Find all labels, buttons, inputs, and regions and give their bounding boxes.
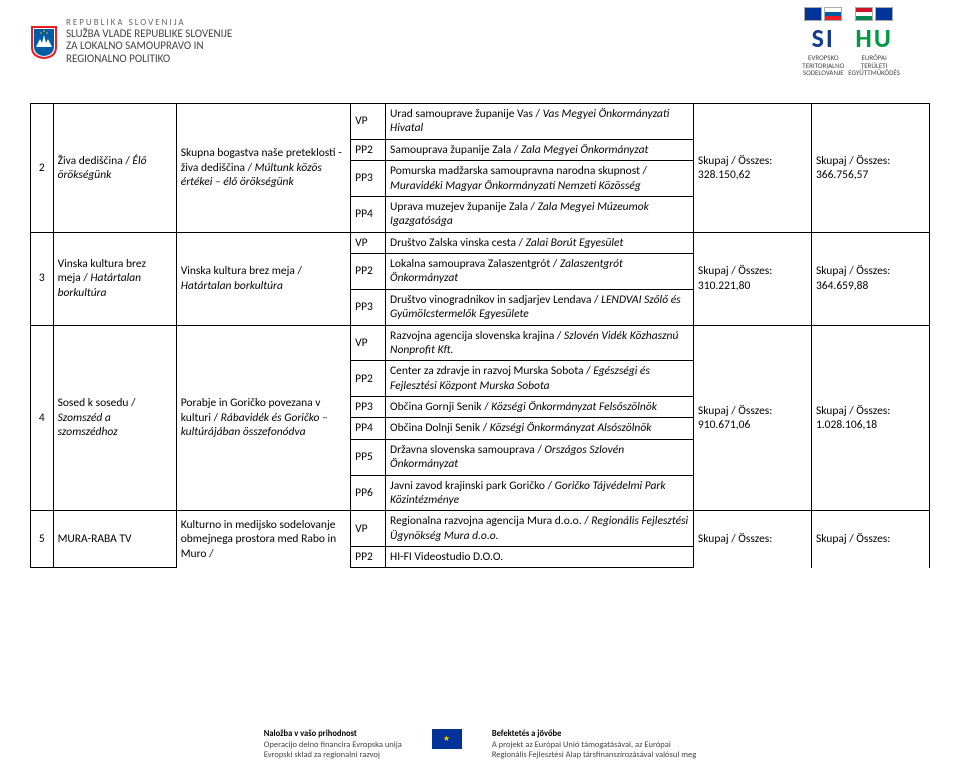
footer-right-l1: A projekt az Európai Unió támogatásával,… xyxy=(492,740,671,750)
sum-left: Skupaj / Összes: xyxy=(693,511,811,568)
footer-right-l2: Regionális Fejlesztési Alap társfinanszí… xyxy=(492,750,696,760)
header-agency-text: REPUBLIKA SLOVENIJA SLUŽBA VLADE REPUBLI… xyxy=(66,18,232,64)
project-description: Vinska kultura brez meja / Határtalan bo… xyxy=(176,232,350,325)
partner-name: Društvo vinogradnikov in sadjarjev Lenda… xyxy=(386,289,694,325)
row-number: 3 xyxy=(31,232,54,325)
partner-name: Občina Dolnji Senik / Községi Önkormányz… xyxy=(386,418,694,439)
project-name: Sosed k sosedu / Szomszéd a szomszédhoz xyxy=(53,325,176,511)
partner-code: PP4 xyxy=(351,418,386,439)
partner-code: VP xyxy=(351,232,386,253)
sum-right: Skupaj / Összes:364.659,88 xyxy=(811,232,929,325)
project-name: Živa dediščina / Élő örökségünk xyxy=(53,104,176,233)
eu-flag-icon xyxy=(804,7,822,21)
partner-name: Samouprava županije Zala / Zala Megyei Ö… xyxy=(386,139,694,160)
footer-left-l2: Evropski sklad za regionalni razvoj xyxy=(264,750,380,760)
partner-name: Državna slovenska samouprava / Országos … xyxy=(386,439,694,475)
sum-right: Skupaj / Összes:1.028.106,18 xyxy=(811,325,929,511)
table-row: 4Sosed k sosedu / Szomszéd a szomszédhoz… xyxy=(31,325,930,361)
footer-right-title: Befektetés a jövőbe xyxy=(492,729,562,739)
page-header: REPUBLIKA SLOVENIJA SLUŽBA VLADE REPUBLI… xyxy=(0,0,960,83)
partner-code: PP3 xyxy=(351,289,386,325)
footer-left: Naložba v vašo prihodnost Operacijo deln… xyxy=(264,729,402,761)
partner-name: Javni zavod krajinski park Goričko / Gor… xyxy=(386,475,694,511)
table-row: 5MURA-RABA TVKulturno in medijsko sodelo… xyxy=(31,511,930,547)
logo-hu: HU EURÓPAITERÜLETIEGYÜTTMŰKÖDÉS xyxy=(848,6,900,77)
table-row: 2Živa dediščina / Élő örökségünkSkupna b… xyxy=(31,104,930,140)
eu-flag-icon xyxy=(875,7,893,21)
partner-name: Center za zdravje in razvoj Murska Sobot… xyxy=(386,361,694,397)
partner-name: Urad samouprave županije Vas / Vas Megye… xyxy=(386,104,694,140)
partner-code: VP xyxy=(351,104,386,140)
row-number: 5 xyxy=(31,511,54,568)
page-footer: Naložba v vašo prihodnost Operacijo deln… xyxy=(0,729,960,761)
sum-right: Skupaj / Összes: xyxy=(811,511,929,568)
partner-code: PP2 xyxy=(351,547,386,568)
partner-name: Društvo Zalska vinska cesta / Zalai Ború… xyxy=(386,232,694,253)
logo-si-text: SI xyxy=(812,22,835,54)
partner-name: Občina Gornji Senik / Községi Önkormányz… xyxy=(386,397,694,418)
sum-left: Skupaj / Összes:328.150,62 xyxy=(693,104,811,233)
partner-code: PP2 xyxy=(351,254,386,290)
projects-table: 2Živa dediščina / Élő örökségünkSkupna b… xyxy=(30,103,930,568)
header-l4: REGIONALNO POLITIKO xyxy=(66,53,232,65)
table-row: 3Vinska kultura brez meja / Határtalan b… xyxy=(31,232,930,253)
partner-code: PP2 xyxy=(351,139,386,160)
partner-code: PP6 xyxy=(351,475,386,511)
project-name: MURA-RABA TV xyxy=(53,511,176,568)
partner-code: PP3 xyxy=(351,397,386,418)
footer-left-l1: Operacijo delno financira Evropska unija xyxy=(264,740,402,750)
partner-code: PP5 xyxy=(351,439,386,475)
footer-right: Befektetés a jövőbe A projekt az Európai… xyxy=(492,729,696,761)
partner-code: VP xyxy=(351,325,386,361)
row-number: 4 xyxy=(31,325,54,511)
header-left: REPUBLIKA SLOVENIJA SLUŽBA VLADE REPUBLI… xyxy=(30,18,232,64)
eu-flag-icon xyxy=(432,729,462,749)
project-description: Porabje in Goričko povezana v kulturi / … xyxy=(176,325,350,511)
partner-name: Razvojna agencija slovenska krajina / Sz… xyxy=(386,325,694,361)
partner-code: PP4 xyxy=(351,196,386,232)
partner-name: Pomurska madžarska samoupravna narodna s… xyxy=(386,161,694,197)
si-flag-icon xyxy=(824,7,842,21)
row-number: 2 xyxy=(31,104,54,233)
header-l3: ZA LOKALNO SAMOUPRAVO IN xyxy=(66,40,232,52)
sum-left: Skupaj / Összes:310.221,80 xyxy=(693,232,811,325)
project-description: Kulturno in medijsko sodelovanje obmejne… xyxy=(176,511,350,568)
partner-name: Regionalna razvojna agencija Mura d.o.o.… xyxy=(386,511,694,547)
sum-left: Skupaj / Összes:910.671,06 xyxy=(693,325,811,511)
partner-code: PP3 xyxy=(351,161,386,197)
footer-left-title: Naložba v vašo prihodnost xyxy=(264,729,357,739)
project-description: Skupna bogastva naše preteklosti - živa … xyxy=(176,104,350,233)
header-right: SI EVROPSKOTERITORIALNOSODELOVANJE HU EU… xyxy=(802,6,900,77)
partner-code: VP xyxy=(351,511,386,547)
partner-name: Uprava muzejev županije Zala / Zala Megy… xyxy=(386,196,694,232)
partner-code: PP2 xyxy=(351,361,386,397)
partner-name: Lokalna samouprava Zalaszentgrót / Zalas… xyxy=(386,254,694,290)
slovenia-coat-of-arms-icon xyxy=(30,25,58,59)
hu-flag-icon xyxy=(855,7,873,21)
project-name: Vinska kultura brez meja / Határtalan bo… xyxy=(53,232,176,325)
partner-name: HI-FI Videostudio D.O.O. xyxy=(386,547,694,568)
logo-si: SI EVROPSKOTERITORIALNOSODELOVANJE xyxy=(802,6,844,77)
logo-hu-text: HU xyxy=(855,22,892,54)
sum-right: Skupaj / Összes:366.756,57 xyxy=(811,104,929,233)
